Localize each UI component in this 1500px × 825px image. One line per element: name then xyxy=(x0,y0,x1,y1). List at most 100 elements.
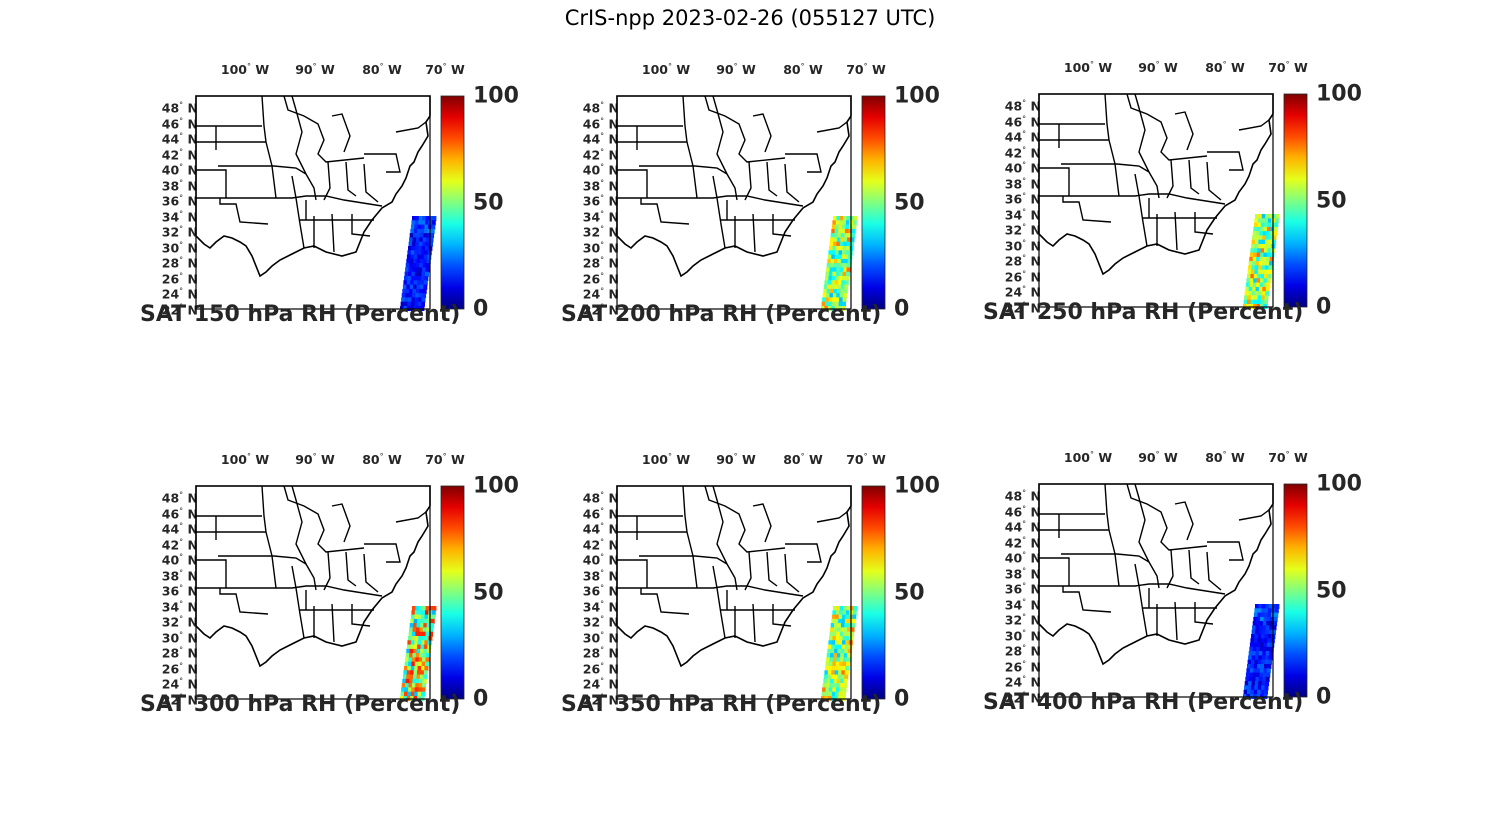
swath-pixel xyxy=(401,687,406,693)
swath-pixel xyxy=(839,267,844,273)
swath-pixel xyxy=(1264,659,1269,665)
swath-pixel xyxy=(425,271,429,277)
longitude-tick-label: 90° W xyxy=(1138,450,1178,466)
swath-pixel xyxy=(421,224,426,230)
latitude-tick-label: 48° N xyxy=(582,100,619,116)
swath-pixel xyxy=(839,610,844,616)
swath-pixel xyxy=(423,233,428,239)
swath-pixel xyxy=(1244,685,1249,691)
swath-pixel xyxy=(1255,651,1260,657)
swath-pixel xyxy=(835,666,840,671)
swath-pixel xyxy=(1258,235,1263,241)
swath-pixel xyxy=(834,284,839,290)
swath-pixel xyxy=(1250,274,1255,279)
latitude-tick-label: 24° N xyxy=(161,286,198,303)
swath-pixel xyxy=(409,258,414,264)
swath-pixel xyxy=(1266,668,1271,674)
swath-pixel xyxy=(405,657,410,663)
latitude-tick-label: 48° N xyxy=(161,490,198,506)
swath-pixel xyxy=(432,216,437,221)
swath-pixel xyxy=(1267,222,1272,228)
swath-pixel xyxy=(829,246,833,251)
swath-pixel xyxy=(846,636,850,641)
swath-pixel xyxy=(418,610,423,616)
swath-pixel xyxy=(1268,269,1272,275)
swath-pixel xyxy=(1262,621,1267,627)
swath-pixel xyxy=(1261,655,1266,661)
swath-pixel xyxy=(836,263,841,269)
swath-pixel xyxy=(830,284,835,290)
swath-pixel xyxy=(844,280,849,286)
swath-pixel xyxy=(415,627,420,633)
panel-title: SAT 400 hPa RH (Percent) xyxy=(983,690,1304,715)
swath-pixel xyxy=(419,627,424,633)
swath-pixel xyxy=(847,233,852,239)
swath-pixel xyxy=(831,666,836,671)
swath-pixel xyxy=(1256,256,1261,262)
swath-pixel xyxy=(825,276,829,281)
map-panel: 100° W 90° W 80° W 70° W 48° N 46° N 44° N 42° … xyxy=(140,452,540,752)
swath-pixel xyxy=(404,687,409,693)
swath-pixel xyxy=(1263,616,1268,622)
swath-pixel xyxy=(852,614,857,620)
swath-pixel xyxy=(840,623,845,629)
state-border xyxy=(617,169,648,198)
swath-pixel xyxy=(827,670,832,676)
swath-pixel xyxy=(1249,282,1254,288)
map-svg xyxy=(1038,483,1308,699)
swath-pixel xyxy=(1265,651,1270,657)
colorbar-tick-label: 100 xyxy=(473,473,519,499)
swath-pixel xyxy=(1268,239,1273,245)
swath-pixel xyxy=(1256,672,1261,678)
state-border xyxy=(752,113,772,153)
swath-pixel xyxy=(834,228,839,234)
swath-pixel xyxy=(1255,239,1259,245)
swath-pixel xyxy=(421,636,426,641)
state-border xyxy=(1166,549,1174,589)
swath-pixel xyxy=(1248,265,1253,271)
swath-pixel xyxy=(1256,252,1261,258)
swath-pixel xyxy=(834,258,839,264)
swath-pixel xyxy=(415,216,420,221)
swath-pixel xyxy=(1260,616,1265,622)
latitude-tick-label: 36° N xyxy=(161,193,198,209)
swath-pixel xyxy=(404,297,409,303)
swath-pixel xyxy=(842,661,847,667)
swath-pixel xyxy=(844,258,849,264)
swath-pixel xyxy=(423,674,428,680)
swath-pixel xyxy=(415,606,420,611)
swath-pixel xyxy=(1260,664,1265,669)
swath-pixel xyxy=(1258,291,1263,297)
swath-pixel xyxy=(423,618,428,624)
swath-pixel xyxy=(826,678,831,684)
longitude-tick-label: 70° W xyxy=(846,452,886,468)
swath-pixel xyxy=(415,288,420,294)
swath-pixel xyxy=(835,301,840,307)
latitude-tick-label: 28° N xyxy=(582,645,619,661)
swath-pixel xyxy=(839,216,844,221)
latitude-tick-label: 42° N xyxy=(1004,145,1041,161)
swath-pixel xyxy=(425,657,430,663)
swath-pixel xyxy=(833,216,837,221)
swath-pixel xyxy=(1269,231,1274,237)
swath-pixel xyxy=(846,271,850,277)
swath-pixel xyxy=(414,271,419,277)
swath-pixel xyxy=(848,254,853,260)
swath-pixel xyxy=(839,246,844,251)
latitude-tick-label: 34° N xyxy=(1004,597,1041,613)
swath-pixel xyxy=(413,233,418,239)
swath-pixel xyxy=(1265,291,1270,297)
swath-pixel xyxy=(1248,286,1253,292)
swath-pixel xyxy=(415,237,420,243)
latitude-tick-label: 44° N xyxy=(1004,519,1041,535)
swath-pixel xyxy=(1260,274,1265,279)
swath-pixel xyxy=(415,657,420,663)
swath-pixel xyxy=(831,276,836,281)
swath-pixel xyxy=(412,678,417,684)
state-border xyxy=(1116,163,1150,173)
swath-pixel xyxy=(425,636,429,641)
swath-pixel xyxy=(414,691,419,697)
latitude-tick-label: 44° N xyxy=(582,521,619,537)
swath-pixel xyxy=(409,288,414,294)
swath-pixel xyxy=(826,263,831,269)
